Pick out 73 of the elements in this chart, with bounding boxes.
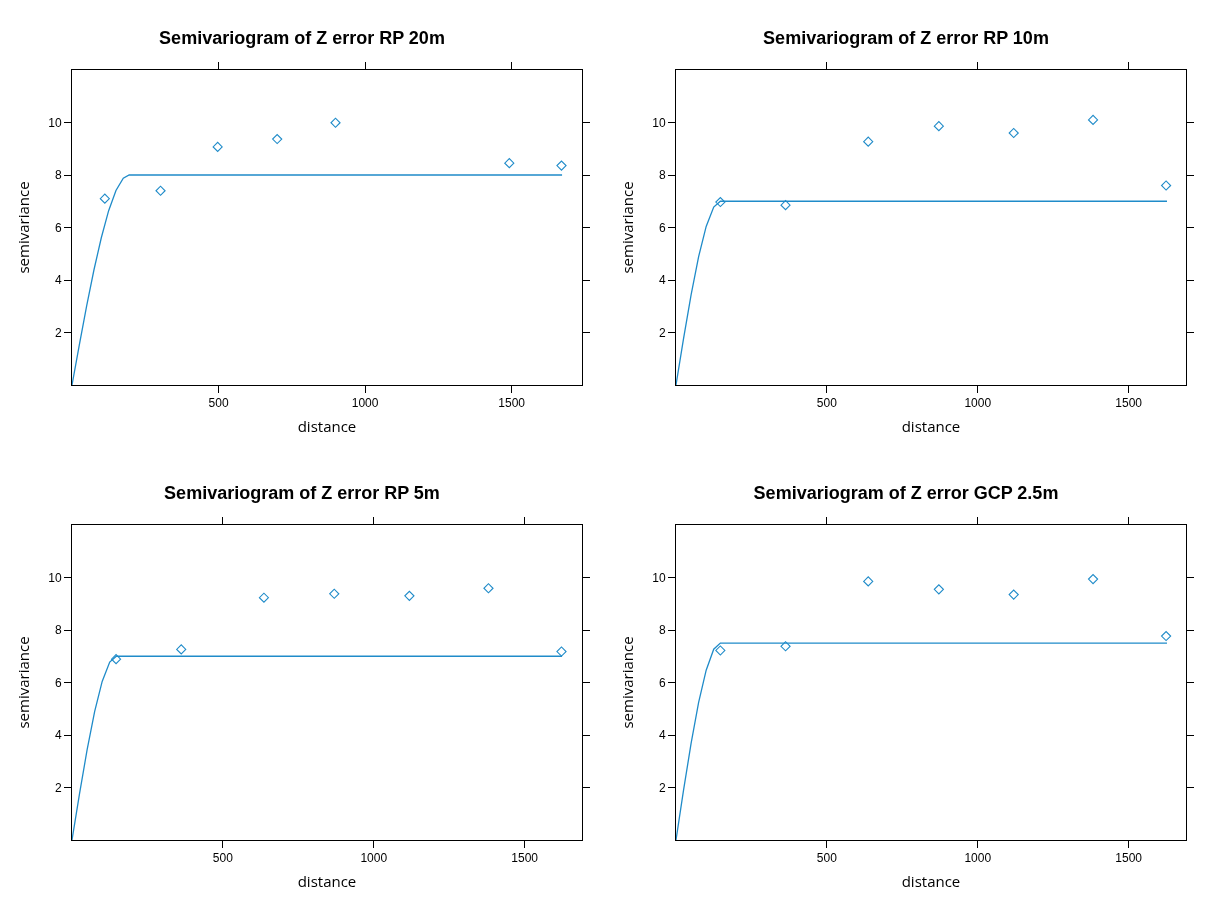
x-axis-title: distance xyxy=(901,416,961,437)
y-tick-label: 10 xyxy=(48,115,62,130)
y-tick-label: 8 xyxy=(54,623,62,638)
y-tick-label: 6 xyxy=(658,675,666,690)
y-tick-label: 2 xyxy=(54,780,62,795)
chart-title: Semivariogram of Z error RP 20m xyxy=(159,28,445,49)
point xyxy=(258,592,270,603)
point xyxy=(110,654,122,665)
point xyxy=(1008,127,1019,139)
point xyxy=(556,160,567,171)
x-tick-label: 1000 xyxy=(964,396,992,411)
y-tick-label: 4 xyxy=(658,273,666,288)
point xyxy=(1008,589,1019,600)
y-tick-label: 10 xyxy=(48,570,62,585)
y-tick-label: 6 xyxy=(54,220,62,235)
x-tick-label: 1000 xyxy=(360,851,388,866)
x-tick-label: 1000 xyxy=(351,396,379,411)
point xyxy=(1160,180,1172,191)
chart-title: Semivariogram of Z error RP 10m xyxy=(763,28,1049,49)
y-axis-title: semivariance xyxy=(13,181,34,274)
x-tick-label: 1500 xyxy=(511,851,539,866)
point xyxy=(99,193,110,204)
y-tick-label: 2 xyxy=(54,325,62,340)
point xyxy=(1160,630,1172,642)
x-tick-label: 500 xyxy=(212,851,234,866)
y-tick-label: 2 xyxy=(658,780,666,795)
x-tick-label: 500 xyxy=(208,396,229,411)
x-tick-label: 500 xyxy=(816,851,838,866)
y-axis-title: semivariance xyxy=(13,636,34,729)
point xyxy=(933,121,944,132)
point xyxy=(780,641,791,652)
x-axis-title: distance xyxy=(297,416,357,437)
point xyxy=(780,200,791,211)
x-tick-label: 1000 xyxy=(964,851,992,866)
y-tick-label: 4 xyxy=(54,273,62,288)
point xyxy=(483,583,494,594)
chart-title: Semivariogram of Z error GCP 2.5m xyxy=(753,483,1059,504)
point xyxy=(863,576,874,587)
x-tick-label: 1500 xyxy=(1115,851,1143,866)
y-tick-label: 10 xyxy=(652,115,666,130)
y-tick-label: 6 xyxy=(658,220,666,235)
x-tick-label: 1500 xyxy=(498,396,526,411)
point xyxy=(556,646,567,657)
y-tick-label: 10 xyxy=(652,570,666,585)
point xyxy=(715,196,726,208)
y-tick-label: 4 xyxy=(54,728,62,743)
point xyxy=(1087,114,1099,125)
y-axis-title: semivariance xyxy=(617,181,638,274)
point xyxy=(404,590,415,601)
point xyxy=(329,588,340,599)
x-axis-title: distance xyxy=(297,871,357,892)
point xyxy=(1087,573,1099,585)
y-tick-label: 8 xyxy=(658,168,666,183)
y-tick-label: 2 xyxy=(658,325,666,340)
x-tick-label: 500 xyxy=(816,396,838,411)
chart-title: Semivariogram of Z error RP 5m xyxy=(164,483,440,504)
point xyxy=(330,117,341,128)
y-tick-label: 8 xyxy=(54,168,62,183)
y-tick-label: 8 xyxy=(658,623,666,638)
point xyxy=(715,645,726,656)
point xyxy=(863,136,874,147)
line-series xyxy=(72,174,563,385)
y-axis-title: semivariance xyxy=(617,636,638,729)
point xyxy=(176,644,187,655)
point xyxy=(504,158,515,169)
y-tick-label: 6 xyxy=(54,675,62,690)
point xyxy=(155,185,166,196)
point xyxy=(933,584,944,595)
point xyxy=(212,141,223,153)
point xyxy=(272,133,283,145)
x-axis-title: distance xyxy=(901,871,961,892)
y-tick-label: 4 xyxy=(658,728,666,743)
x-tick-label: 1500 xyxy=(1115,396,1143,411)
